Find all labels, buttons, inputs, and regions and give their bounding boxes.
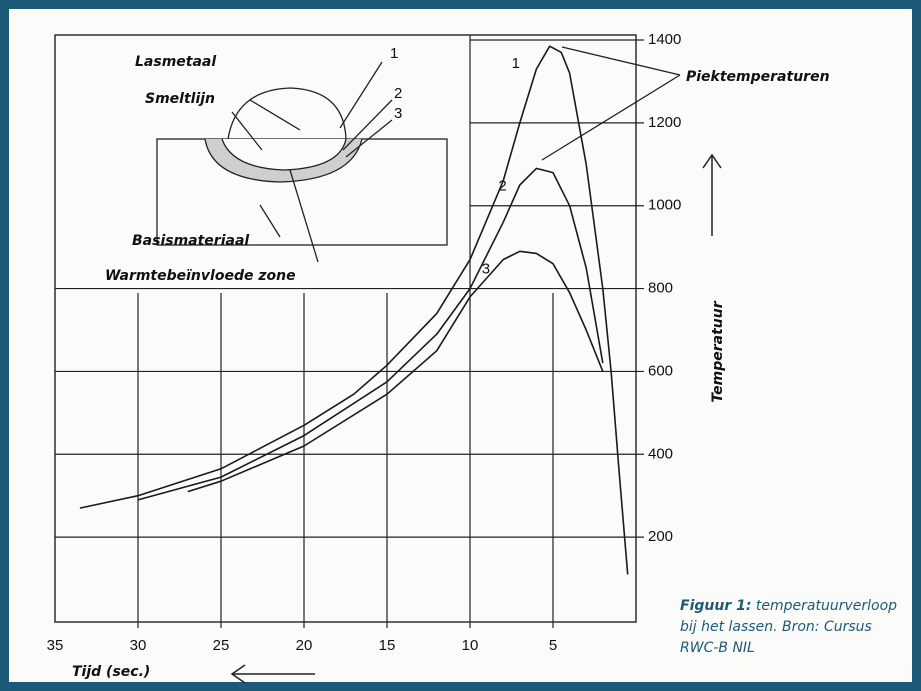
series-label: 1: [512, 55, 520, 72]
line-series: [79, 45, 629, 575]
inset-number: 3: [394, 105, 402, 122]
inset-label: Warmtebeïnvloede zone: [105, 268, 296, 284]
frame: [9, 9, 912, 682]
series-label: 2: [498, 177, 506, 194]
y-tick-label: 600: [648, 362, 673, 379]
x-axis-label: Tijd (sec.): [72, 664, 150, 680]
x-tick-label: 35: [47, 637, 64, 654]
inset-label: Smeltlijn: [145, 91, 215, 107]
series-label: 3: [482, 260, 490, 277]
x-tick-label: 15: [379, 637, 396, 654]
y-tick-label: 1400: [648, 31, 681, 48]
inset-number: 1: [390, 45, 398, 62]
y-tick-label: 1000: [648, 197, 681, 214]
line-series: [187, 250, 604, 493]
peak-pointers: [541, 46, 681, 161]
y-tick-label: 200: [648, 528, 673, 545]
inset-label: Basismateriaal: [132, 233, 249, 249]
x-tick-label: 30: [130, 637, 147, 654]
plot-frame: [54, 34, 637, 623]
y-tick-label: 800: [648, 280, 673, 297]
x-tick-label: 20: [296, 637, 313, 654]
x-tick-label: 5: [549, 637, 557, 654]
y-tick-label: 400: [648, 445, 673, 462]
axis-arrows: [230, 153, 722, 684]
x-tick-label: 25: [213, 637, 230, 654]
y-axis-label: Temperatuur: [710, 300, 726, 402]
caption-text: temperatuurverloop bij het lassen. Bron:…: [680, 598, 898, 656]
x-tick-label: 10: [462, 637, 479, 654]
annotation: Piektemperaturen: [686, 69, 830, 85]
weld-diagram: [156, 61, 448, 263]
line-series: [137, 167, 604, 501]
inset-number: 2: [394, 85, 402, 102]
y-tick-label: 1200: [648, 114, 681, 131]
caption-label: Figuur 1:: [680, 598, 752, 614]
inset-label: Lasmetaal: [135, 54, 216, 70]
caption: Figuur 1: temperatuurverloop bij het las…: [680, 596, 910, 659]
